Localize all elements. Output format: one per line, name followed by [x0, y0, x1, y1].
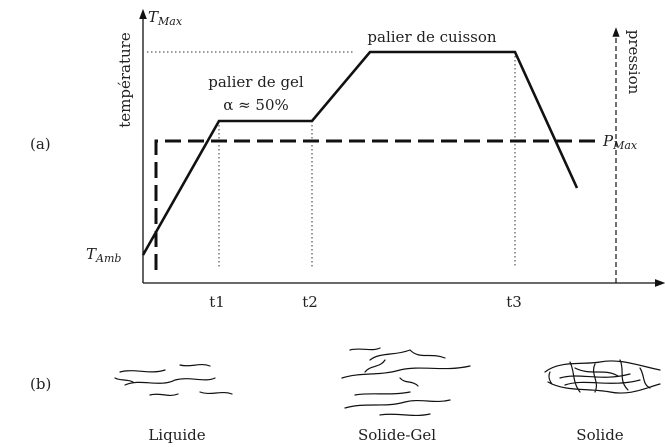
tamb-label: TAmb: [86, 245, 121, 265]
panel-label: (b): [30, 375, 51, 393]
state-label: Solide-Gel: [358, 426, 436, 444]
annotation: palier de cuisson: [367, 28, 496, 46]
y2-axis-label: pression: [625, 30, 643, 95]
liquid-structure: [115, 365, 232, 396]
time-label: t1: [209, 293, 225, 311]
solid-structure: [545, 360, 660, 393]
panel-label: (a): [30, 135, 51, 153]
state-label: Solide: [576, 426, 624, 444]
state-label: Liquide: [148, 426, 205, 444]
annotation: α ≈ 50%: [223, 96, 289, 114]
page: {"panel_a": {"label": "(a)", "y_axis_lab…: [0, 0, 665, 447]
pmax-label: PMax: [602, 132, 638, 152]
time-label: t3: [506, 293, 522, 311]
pressure-curve: [156, 141, 602, 270]
tmax-label: TMax: [148, 8, 183, 28]
annotation: palier de gel: [208, 73, 304, 91]
diagram: (a) (b) température pression TMax TAmb P…: [0, 0, 665, 447]
gel-structure: [342, 348, 470, 415]
y-axis-label: température: [116, 32, 134, 128]
time-label: t2: [302, 293, 318, 311]
